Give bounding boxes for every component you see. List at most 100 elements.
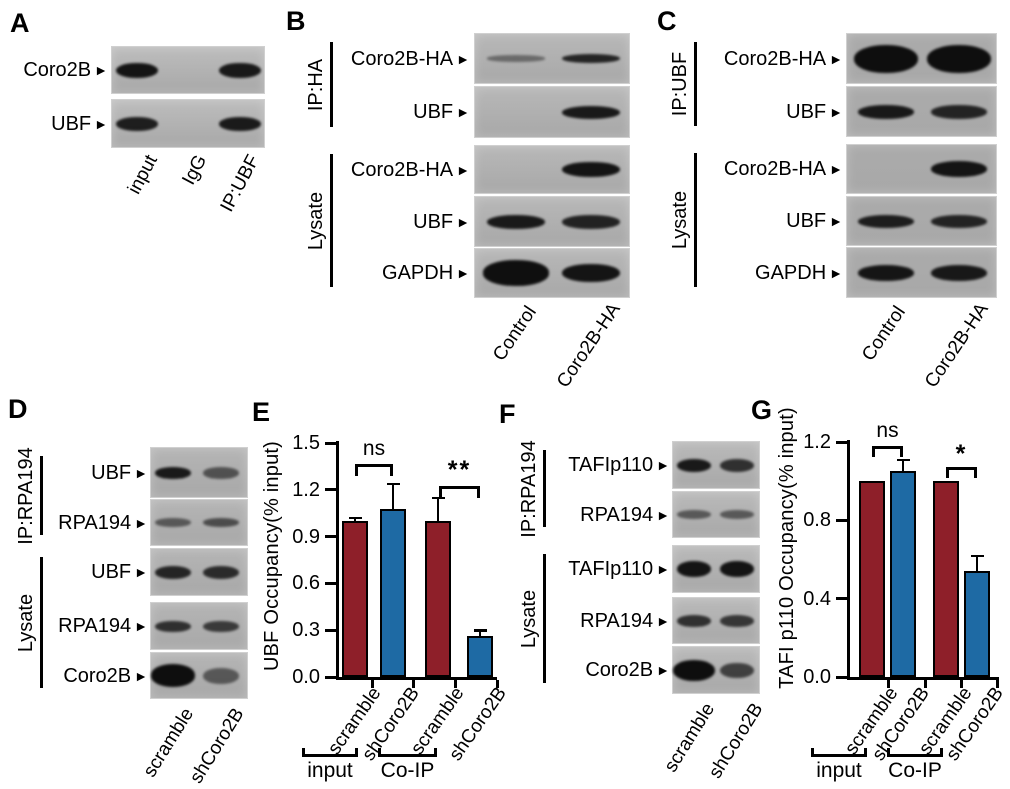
protein-band	[116, 62, 158, 78]
group-bracket-line	[330, 42, 333, 127]
band-pointer-icon: ►	[456, 213, 470, 230]
group-label: Lysate	[518, 589, 540, 648]
protein-band	[203, 466, 239, 479]
row-label: TAFIp110 ►	[568, 454, 670, 476]
row-label: Coro2B ►	[63, 664, 148, 687]
band-pointer-icon: ►	[656, 506, 670, 523]
y-tick	[325, 441, 336, 445]
group-brace-label: Co-IP	[380, 759, 435, 782]
band-pointer-icon: ►	[134, 514, 148, 531]
y-tick-label: 1.2	[803, 431, 831, 453]
y-tick	[836, 440, 847, 444]
protein-band	[562, 214, 620, 229]
band-pointer-icon: ►	[656, 561, 670, 577]
row-label: UBF ►	[413, 210, 470, 233]
row-label: TAFIp110 ►	[568, 558, 670, 580]
protein-band	[203, 518, 239, 527]
group-brace-label: input	[816, 759, 862, 782]
protein-band	[677, 561, 711, 577]
panel-letter-g: G	[751, 395, 773, 425]
band-pointer-icon: ►	[656, 612, 670, 629]
x-tick	[995, 680, 999, 688]
band-pointer-icon: ►	[134, 618, 148, 634]
row-label: Coro2B-HA ►	[350, 158, 470, 181]
significance-bracket	[439, 486, 480, 498]
x-tick	[411, 680, 415, 688]
band-pointer-icon: ►	[829, 50, 843, 67]
protein-band	[720, 458, 754, 472]
group-bracket-line	[543, 450, 546, 527]
group-bracket-line	[330, 154, 333, 287]
protein-band	[487, 214, 545, 229]
bar-scramble	[933, 481, 959, 677]
significance-label: **	[447, 456, 472, 484]
band-pointer-icon: ►	[456, 104, 470, 120]
group-label: Lysate	[669, 190, 691, 250]
y-tick-label: 0.0	[292, 666, 320, 688]
protein-band	[483, 260, 549, 286]
protein-band	[203, 620, 239, 632]
panel-letter-c: C	[657, 6, 677, 36]
lane-label: input	[123, 151, 162, 198]
band-pointer-icon: ►	[94, 62, 108, 78]
y-axis-title: UBF Occupancy(% input)	[261, 440, 283, 672]
error-bar-cap	[970, 554, 984, 558]
y-tick	[836, 597, 847, 601]
row-label: RPA194 ►	[58, 511, 148, 534]
protein-band	[562, 162, 620, 177]
protein-band	[219, 116, 261, 131]
group-label: IP:RPA194	[15, 446, 37, 545]
bar-shCoro2B	[964, 571, 990, 677]
y-tick	[836, 675, 847, 679]
group-bracket-line	[543, 554, 546, 683]
protein-band	[677, 510, 711, 519]
protein-band	[858, 214, 914, 228]
x-tick	[370, 680, 374, 688]
lane-label: Control	[857, 302, 910, 365]
protein-band	[720, 510, 754, 519]
band-pointer-icon: ►	[456, 161, 470, 178]
band-pointer-icon: ►	[829, 161, 843, 177]
lane-label: scramble	[139, 704, 198, 781]
row-label: Coro2B-HA ►	[350, 47, 470, 70]
significance-label: ns	[362, 437, 386, 460]
protein-band	[151, 664, 195, 687]
group-bracket-line	[40, 456, 43, 535]
significance-label: *	[955, 440, 968, 468]
lane-label: IP:UBF	[216, 151, 264, 216]
group-label: Lysate	[15, 593, 37, 652]
x-tick	[495, 680, 499, 688]
group-brace	[302, 748, 358, 757]
protein-band	[219, 62, 261, 78]
y-axis-title: TAFI p110 Occupancy(% input)	[776, 407, 798, 689]
band-pointer-icon: ►	[94, 115, 108, 132]
protein-band	[562, 105, 620, 119]
error-bar	[353, 517, 357, 521]
protein-band	[155, 565, 191, 579]
group-label: IP:RPA194	[518, 439, 540, 538]
bar-scramble	[342, 521, 368, 677]
group-bracket-line	[694, 42, 697, 126]
x-tick	[959, 680, 963, 688]
error-bar-cap	[896, 458, 910, 462]
panel-letter-d: D	[8, 394, 28, 424]
y-tick-label: 0.8	[803, 509, 831, 532]
protein-band	[720, 561, 754, 577]
y-tick-label: 1.5	[292, 432, 320, 454]
x-tick	[886, 680, 890, 688]
protein-band	[931, 264, 987, 281]
group-brace	[811, 748, 867, 757]
group-bracket-line	[40, 557, 43, 688]
row-label: RPA194 ►	[580, 503, 670, 526]
bar-shCoro2B	[890, 471, 916, 677]
protein-band	[487, 55, 545, 62]
y-axis	[847, 440, 850, 680]
significance-label: ns	[876, 419, 899, 442]
row-label: UBF ►	[91, 561, 148, 583]
protein-band	[203, 565, 239, 579]
band-pointer-icon: ►	[656, 662, 670, 678]
row-label: Coro2B ►	[585, 659, 670, 681]
y-axis	[336, 441, 339, 680]
row-label: RPA194 ►	[58, 615, 148, 637]
significance-bracket	[946, 467, 977, 478]
